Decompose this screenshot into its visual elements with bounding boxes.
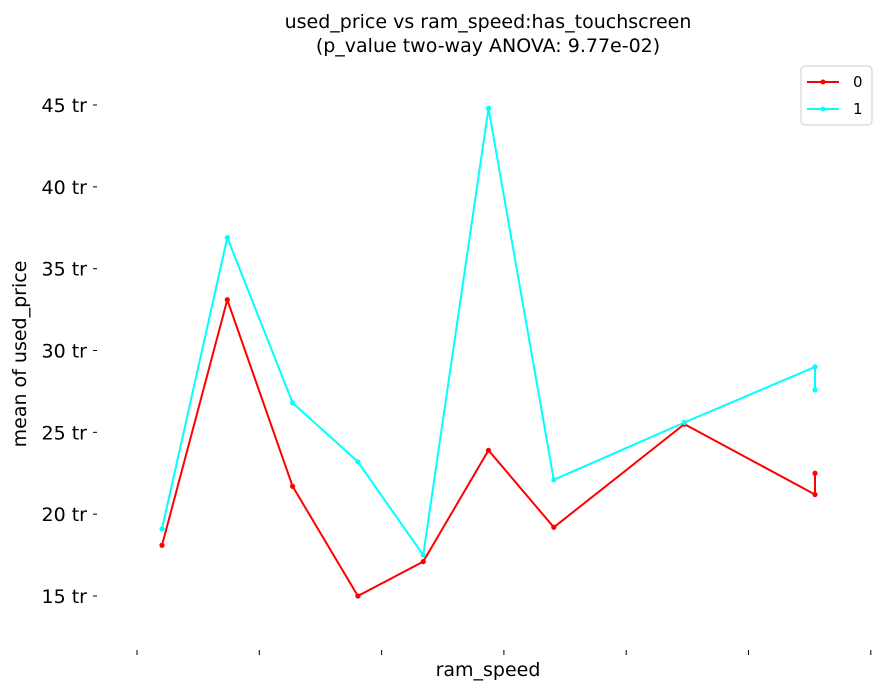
y-tick-label: 45 tr [42,95,88,117]
y-tick-label: 35 tr [42,259,88,281]
data-point-series-0 [224,297,230,303]
legend-box [800,65,873,126]
y-tick-label: 40 tr [42,177,88,199]
data-point-series-1 [355,459,361,465]
data-point-series-1 [812,364,818,370]
legend-marker-series-0 [820,79,826,85]
data-point-series-1 [224,234,230,241]
y-tick-label: 15 tr [42,586,88,608]
data-point-series-0 [420,559,426,565]
legend-label-series-0: 0 [853,73,863,91]
series-line-0 [161,298,816,597]
data-point-series-1 [420,552,426,558]
data-point-series-0 [485,447,492,453]
x-axis-label: ram_speed [436,659,541,681]
y-tick-label: 30 tr [42,341,88,363]
data-point-series-0 [355,593,361,599]
y-axis: 15 tr 20 tr 25 tr 30 tr 35 tr 40 tr 45 tr [42,95,97,608]
legend-marker-series-1 [820,106,826,112]
data-point-series-0 [812,491,818,498]
y-tick-label: 20 tr [42,504,88,526]
data-point-series-1 [159,526,165,532]
series-line-1 [161,107,816,557]
x-axis [136,650,872,655]
legend: 0 1 [800,65,873,126]
data-point-series-0 [551,524,557,530]
data-point-series-1 [290,400,296,406]
series-layer [159,105,818,599]
data-point-series-1 [551,477,557,483]
chart-title-line2: (p_value two-way ANOVA: 9.77e-02) [316,35,660,57]
y-tick-label: 25 tr [42,422,88,444]
data-point-series-1 [812,387,818,393]
y-axis-label: mean of used_price [9,261,31,448]
data-point-series-0 [812,470,818,476]
data-point-series-1 [485,105,492,111]
data-point-series-0 [290,483,296,489]
chart-title-line1: used_price vs ram_speed:has_touchscreen [285,11,692,33]
data-point-series-0 [159,542,165,548]
legend-label-series-1: 1 [853,100,863,118]
data-point-series-1 [681,419,688,426]
